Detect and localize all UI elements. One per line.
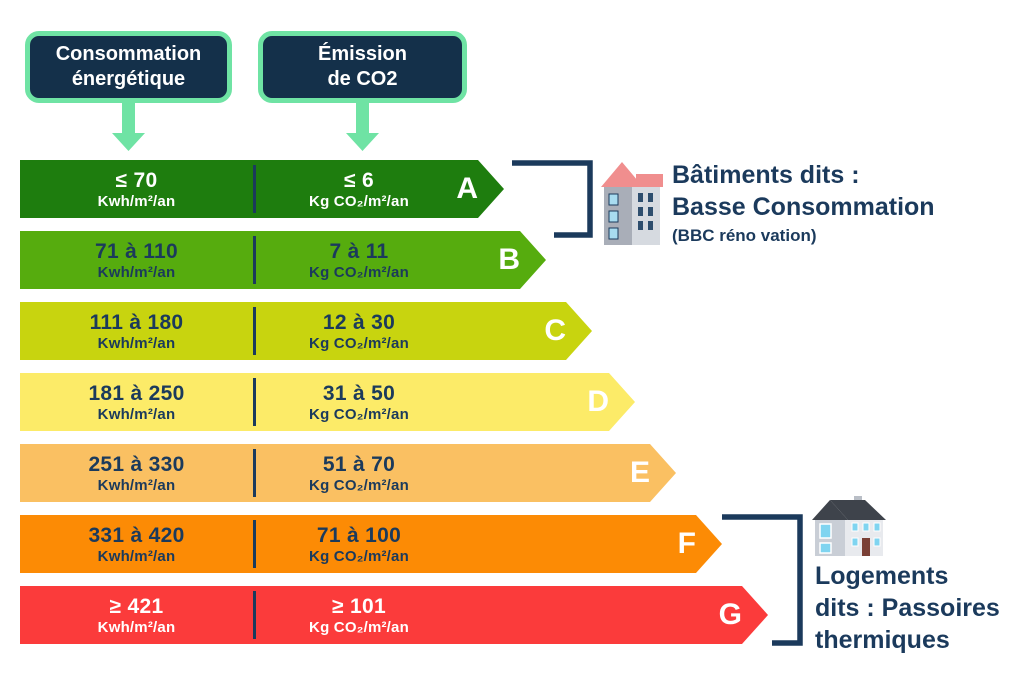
energy-class-row-a: ≤ 70 Kwh/m²/an ≤ 6 Kg CO₂/m²/an A <box>20 160 504 218</box>
emission-cell: 12 à 30 Kg CO₂/m²/an <box>256 310 462 353</box>
class-letter: A <box>456 172 478 205</box>
consumption-unit: Kwh/m²/an <box>97 263 176 281</box>
emission-value: ≥ 101 <box>332 594 386 618</box>
consumption-unit: Kwh/m²/an <box>97 547 176 565</box>
column-divider <box>253 591 256 639</box>
thermal-sieve-annotation: Logements dits : Passoires thermiques <box>815 562 1000 654</box>
low-consumption-title-line1: Bâtiments dits : <box>672 161 860 189</box>
consumption-header-box: Consommation énergétique <box>25 31 232 103</box>
emission-value: 31 à 50 <box>322 381 396 405</box>
low-consumption-title-line2: Basse Consommation <box>672 193 935 221</box>
emission-unit: Kg CO₂/m²/an <box>309 476 409 494</box>
consumption-unit: Kwh/m²/an <box>97 618 176 636</box>
energy-class-row-d: 181 à 250 Kwh/m²/an 31 à 50 Kg CO₂/m²/an… <box>20 373 635 431</box>
emission-cell: ≥ 101 Kg CO₂/m²/an <box>256 594 462 637</box>
emission-unit: Kg CO₂/m²/an <box>309 618 409 636</box>
class-letter: G <box>718 598 742 631</box>
emission-cell: ≤ 6 Kg CO₂/m²/an <box>256 168 462 211</box>
emission-cell: 51 à 70 Kg CO₂/m²/an <box>256 452 462 495</box>
emission-header-label: Émission de CO2 <box>318 43 407 90</box>
emission-unit: Kg CO₂/m²/an <box>309 263 409 281</box>
down-arrow-icon <box>346 101 379 151</box>
apartment-building-icon <box>601 162 663 245</box>
consumption-value: ≥ 421 <box>109 594 164 618</box>
class-letter: F <box>677 527 696 560</box>
consumption-cell: 71 à 110 Kwh/m²/an <box>20 239 253 282</box>
column-divider <box>253 307 256 355</box>
consumption-cell: 331 à 420 Kwh/m²/an <box>20 523 253 566</box>
emission-value: 71 à 100 <box>316 523 402 547</box>
consumption-unit: Kwh/m²/an <box>97 192 176 210</box>
emission-header-box: Émission de CO2 <box>258 31 467 103</box>
consumption-value: 331 à 420 <box>88 523 185 547</box>
low-consumption-subtitle: (BBC réno vation) <box>672 226 817 245</box>
consumption-cell: 111 à 180 Kwh/m²/an <box>20 310 253 353</box>
consumption-cell: ≥ 421 Kwh/m²/an <box>20 594 253 637</box>
consumption-value: 71 à 110 <box>95 239 178 263</box>
emission-unit: Kg CO₂/m²/an <box>309 405 409 423</box>
energy-class-row-f: 331 à 420 Kwh/m²/an 71 à 100 Kg CO₂/m²/a… <box>20 515 722 573</box>
column-divider <box>253 378 256 426</box>
consumption-unit: Kwh/m²/an <box>97 405 176 423</box>
consumption-header-label: Consommation énergétique <box>55 43 202 90</box>
class-letter: C <box>544 314 566 347</box>
column-divider <box>253 520 256 568</box>
house-icon <box>812 496 886 556</box>
emission-cell: 7 à 11 Kg CO₂/m²/an <box>256 239 462 282</box>
column-divider <box>253 449 256 497</box>
emission-value: 12 à 30 <box>322 310 396 334</box>
emission-value: 7 à 11 <box>329 239 389 263</box>
emission-cell: 31 à 50 Kg CO₂/m²/an <box>256 381 462 424</box>
emission-cell: 71 à 100 Kg CO₂/m²/an <box>256 523 462 566</box>
consumption-value: ≤ 70 <box>115 168 158 192</box>
down-arrow-icon <box>112 101 145 151</box>
emission-unit: Kg CO₂/m²/an <box>309 192 409 210</box>
energy-class-row-b: 71 à 110 Kwh/m²/an 7 à 11 Kg CO₂/m²/an B <box>20 231 546 289</box>
low-consumption-annotation: Bâtiments dits : Basse Consommation (BBC… <box>672 159 935 248</box>
consumption-cell: ≤ 70 Kwh/m²/an <box>20 168 253 211</box>
class-letter: B <box>498 243 520 276</box>
emission-value: 51 à 70 <box>322 452 396 476</box>
bracket-rows-fg <box>722 514 803 646</box>
consumption-cell: 251 à 330 Kwh/m²/an <box>20 452 253 495</box>
emission-unit: Kg CO₂/m²/an <box>309 547 409 565</box>
consumption-value: 251 à 330 <box>88 452 185 476</box>
consumption-unit: Kwh/m²/an <box>97 476 176 494</box>
consumption-cell: 181 à 250 Kwh/m²/an <box>20 381 253 424</box>
energy-class-row-e: 251 à 330 Kwh/m²/an 51 à 70 Kg CO₂/m²/an… <box>20 444 676 502</box>
energy-class-row-g: ≥ 421 Kwh/m²/an ≥ 101 Kg CO₂/m²/an G <box>20 586 768 644</box>
consumption-value: 111 à 180 <box>89 310 184 334</box>
emission-unit: Kg CO₂/m²/an <box>309 334 409 352</box>
column-divider <box>253 165 256 213</box>
emission-value: ≤ 6 <box>344 168 374 192</box>
class-letter: E <box>629 456 650 489</box>
column-divider <box>253 236 256 284</box>
class-letter: D <box>587 385 609 418</box>
consumption-unit: Kwh/m²/an <box>97 334 176 352</box>
bracket-rows-ab <box>512 160 593 238</box>
consumption-value: 181 à 250 <box>88 381 185 405</box>
energy-class-row-c: 111 à 180 Kwh/m²/an 12 à 30 Kg CO₂/m²/an… <box>20 302 592 360</box>
